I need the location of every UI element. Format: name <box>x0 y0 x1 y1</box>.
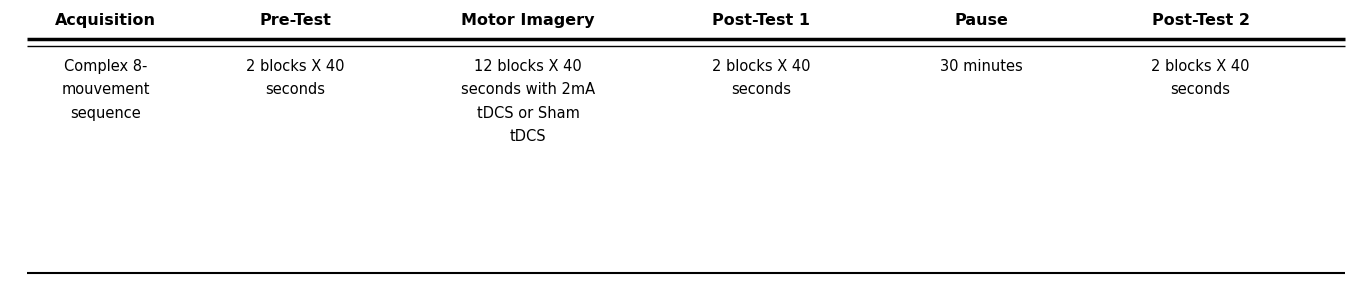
Text: 12 blocks X 40
seconds with 2mA
tDCS or Sham
tDCS: 12 blocks X 40 seconds with 2mA tDCS or … <box>461 59 595 144</box>
Text: 30 minutes: 30 minutes <box>940 59 1022 74</box>
Text: Post-Test 2: Post-Test 2 <box>1151 13 1250 28</box>
Text: Post-Test 1: Post-Test 1 <box>712 13 811 28</box>
Text: Acquisition: Acquisition <box>55 13 156 28</box>
Text: Motor Imagery: Motor Imagery <box>461 13 595 28</box>
Text: 2 blocks X 40
seconds: 2 blocks X 40 seconds <box>712 59 811 98</box>
Text: Pause: Pause <box>954 13 1008 28</box>
Text: Complex 8-
mouvement
sequence: Complex 8- mouvement sequence <box>62 59 150 121</box>
Text: 2 blocks X 40
seconds: 2 blocks X 40 seconds <box>1151 59 1250 98</box>
Text: 2 blocks X 40
seconds: 2 blocks X 40 seconds <box>246 59 344 98</box>
Text: Pre-Test: Pre-Test <box>259 13 331 28</box>
